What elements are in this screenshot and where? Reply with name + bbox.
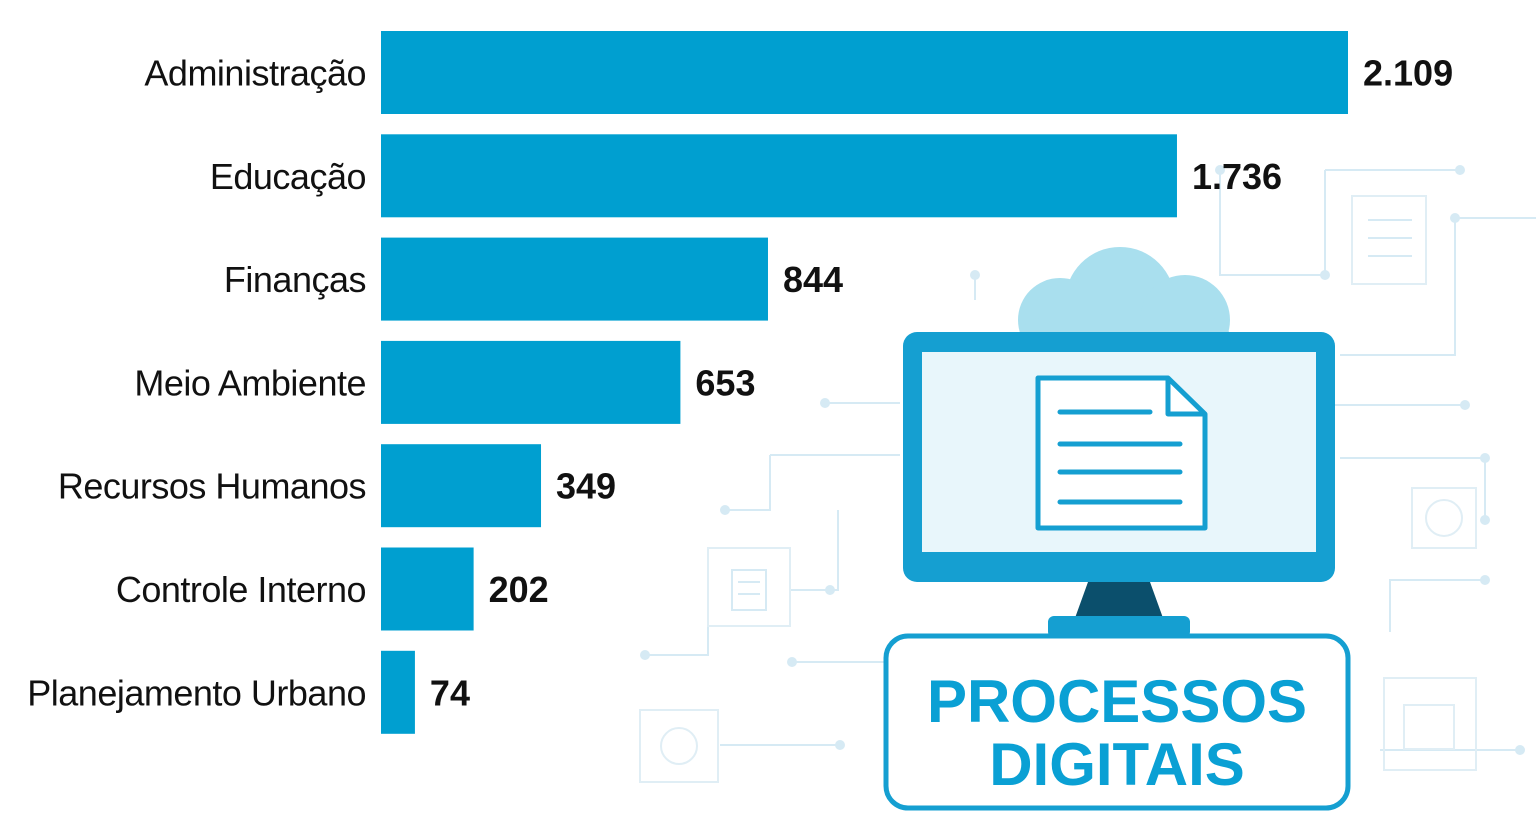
circuit-background [639, 165, 1536, 783]
value-label-6: 74 [430, 672, 470, 713]
category-label-0: Administração [144, 53, 366, 94]
bar-2 [381, 237, 768, 321]
bar-1 [381, 134, 1177, 218]
bar-5 [381, 547, 474, 631]
document-icon [1035, 375, 1208, 531]
illustration: PROCESSOS DIGITAIS [883, 247, 1351, 811]
category-label-4: Recursos Humanos [58, 466, 366, 507]
category-label-6: Planejamento Urbano [27, 672, 366, 713]
category-label-1: Educação [210, 156, 366, 197]
badge-line-1: PROCESSOS [927, 668, 1307, 735]
category-label-5: Controle Interno [116, 569, 366, 610]
badge: PROCESSOS DIGITAIS [883, 633, 1351, 811]
value-label-2: 844 [783, 259, 843, 300]
value-label-4: 349 [556, 466, 616, 507]
value-label-5: 202 [489, 569, 549, 610]
value-label-1: 1.736 [1192, 156, 1282, 197]
bar-0 [381, 31, 1348, 114]
badge-line-2: DIGITAIS [989, 731, 1245, 798]
category-label-3: Meio Ambiente [134, 362, 366, 403]
bar-3 [381, 340, 681, 424]
bar-6 [381, 650, 415, 734]
bar-series: Administração 2.109 Educação 1.736 Finanças 8… [27, 31, 1453, 734]
bar-4 [381, 444, 542, 528]
value-label-3: 653 [695, 362, 755, 403]
value-label-0: 2.109 [1363, 53, 1453, 94]
category-label-2: Finanças [224, 259, 366, 300]
